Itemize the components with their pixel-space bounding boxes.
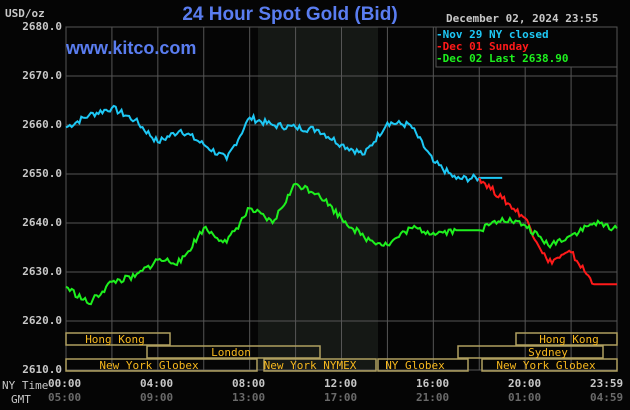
x-tick-ny: 00:00 — [48, 377, 82, 390]
legend-item-dec01: -Dec 01 Sunday — [436, 40, 529, 53]
nymex-shaded-region — [258, 27, 378, 370]
y-tick-label: 2630.0 — [22, 265, 62, 278]
legend-marker: - — [436, 40, 443, 53]
x-axis-gmt-label: GMT — [11, 393, 31, 406]
session-bar — [481, 358, 618, 372]
x-tick-gmt: 05:00 — [48, 391, 82, 404]
y-tick-label: 2610.0 — [22, 363, 62, 376]
x-tick-ny: 12:00 — [324, 377, 358, 390]
session-bar — [65, 332, 171, 346]
session-label: Hong Kong — [85, 333, 145, 346]
session-bar — [457, 345, 604, 359]
y-tick-label: 2620.0 — [22, 314, 62, 327]
session-bar — [65, 358, 258, 372]
legend-marker: - — [436, 28, 443, 41]
legend-marker: - — [436, 52, 443, 65]
y-tick-label: 2670.0 — [22, 69, 62, 82]
session-bar — [146, 345, 321, 359]
y-tick-label: 2680.0 — [22, 20, 62, 33]
x-tick-ny: 20:00 — [508, 377, 542, 390]
series-line — [65, 182, 618, 306]
session-bar — [377, 358, 469, 372]
x-tick-gmt: 09:00 — [140, 391, 174, 404]
session-bar — [515, 332, 618, 346]
y-axis-unit: USD/oz — [5, 7, 45, 20]
session-label: New York Globex — [496, 359, 596, 372]
x-tick-gmt: 01:00 — [508, 391, 542, 404]
x-tick-ny: 04:00 — [140, 377, 174, 390]
x-tick-gmt: 21:00 — [416, 391, 450, 404]
y-tick-label: 2660.0 — [22, 118, 62, 131]
y-tick-label: 2650.0 — [22, 167, 62, 180]
x-tick-gmt: 04:59 — [590, 391, 624, 404]
session-label: London — [211, 346, 251, 359]
session-label: New York NYMEX — [264, 359, 357, 372]
x-tick-ny: 16:00 — [416, 377, 450, 390]
session-label: New York Globex — [99, 359, 199, 372]
site-watermark[interactable]: www.kitco.com — [66, 38, 197, 58]
chart-title: 24 Hour Spot Gold (Bid) — [182, 4, 398, 25]
x-tick-ny: 23:59 — [590, 377, 624, 390]
session-label: Sydney — [528, 346, 568, 359]
legend-item-nov29: -Nov 29 NY closed — [436, 28, 549, 41]
x-axis-ny-label: NY Time — [2, 379, 49, 392]
series-line — [65, 104, 503, 184]
chart-datetime: December 02, 2024 23:55 — [446, 12, 599, 25]
session-bar — [263, 358, 377, 372]
y-tick-label: 2640.0 — [22, 216, 62, 229]
legend-item-dec02: -Dec 02 Last 2638.90 — [436, 52, 569, 65]
x-tick-gmt: 13:00 — [232, 391, 266, 404]
x-tick-ny: 08:00 — [232, 377, 266, 390]
series-line — [478, 177, 617, 286]
session-label: Hong Kong — [539, 333, 599, 346]
session-label: NY Globex — [385, 359, 445, 372]
x-tick-gmt: 17:00 — [324, 391, 358, 404]
legend-box — [435, 26, 618, 68]
